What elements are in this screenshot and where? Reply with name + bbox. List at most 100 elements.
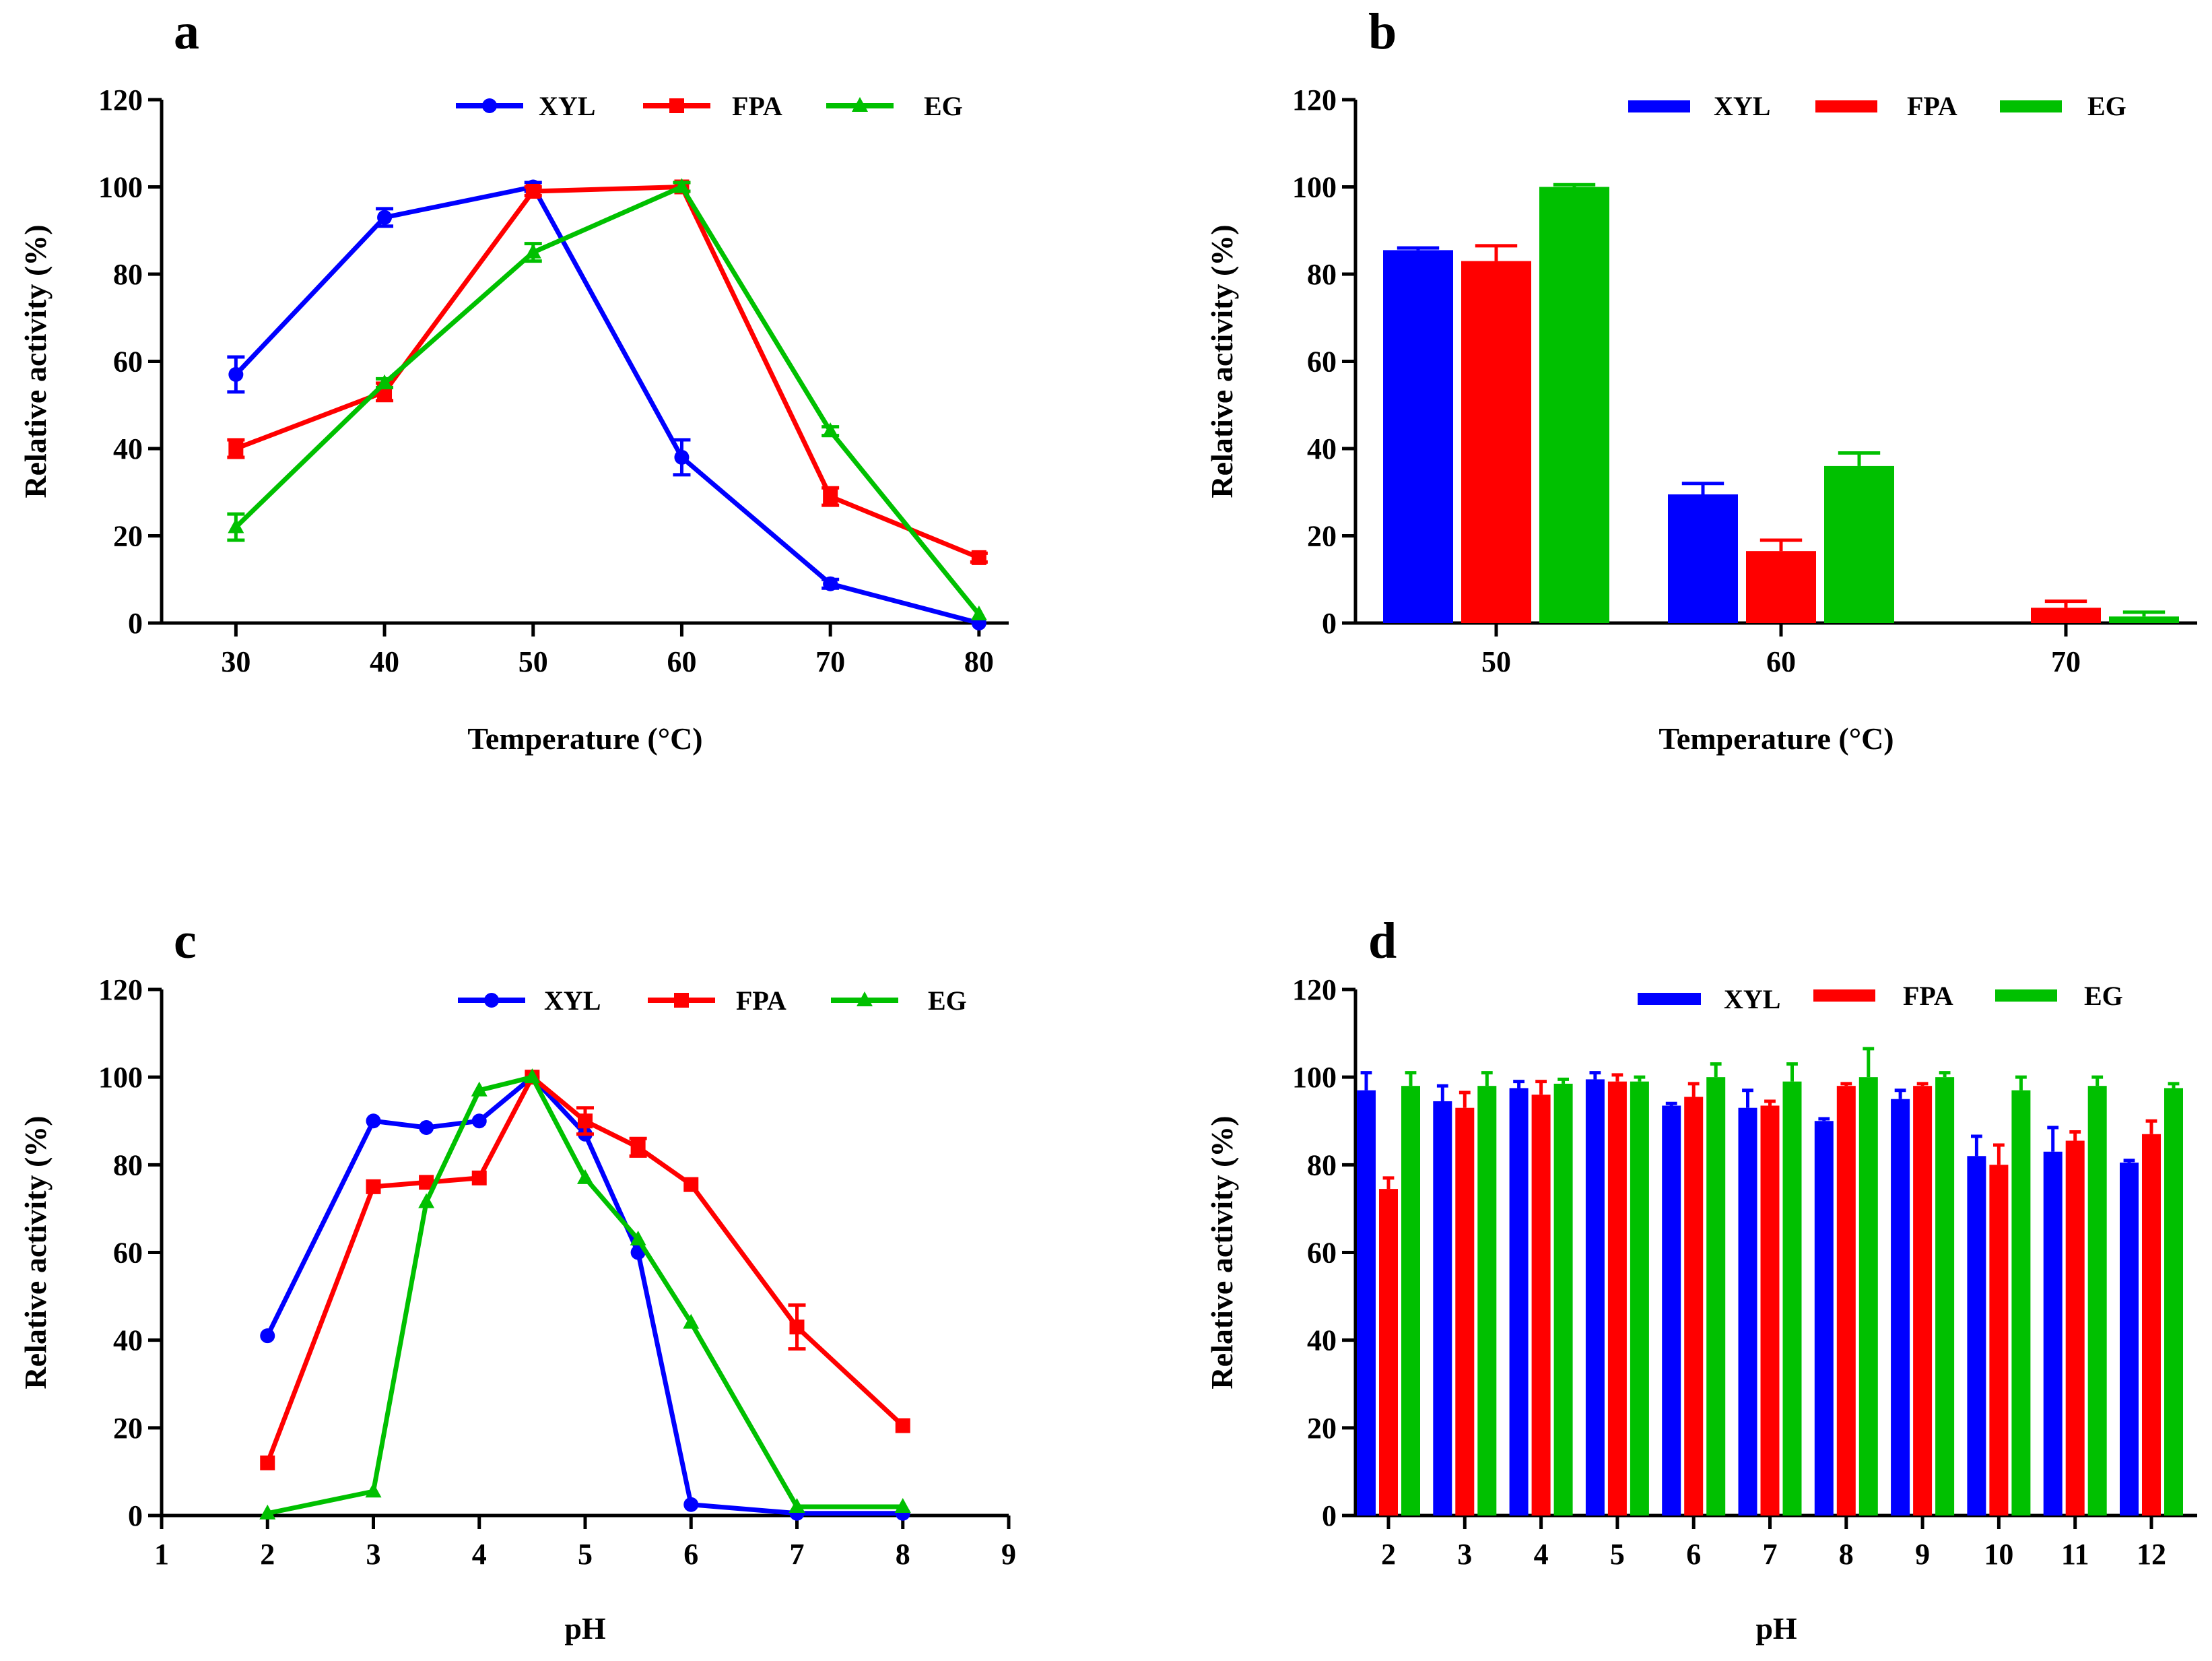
series-fpa-bar	[2142, 1134, 2161, 1516]
series-xyl-bar	[1662, 1105, 1681, 1516]
legend-eg-label: EG	[2087, 91, 2126, 121]
series-xyl-point	[366, 1113, 381, 1129]
x-tick-label: 2	[260, 1538, 275, 1571]
series-eg-point	[789, 1497, 805, 1513]
legend-eg-label: EG	[924, 91, 963, 121]
series-eg-bar	[1401, 1086, 1420, 1516]
series-eg-point	[471, 1081, 488, 1097]
y-tick-label: 100	[98, 1061, 143, 1094]
x-tick-label: 40	[370, 645, 399, 678]
series-xyl-line	[234, 185, 980, 626]
panel-a: a 0 20 40 60 80 100 120 Relative activity (%) Te…	[18, 3, 1009, 756]
series-fpa-point	[419, 1175, 434, 1190]
series-eg-point	[376, 374, 393, 389]
series-xyl-bar	[2043, 1151, 2063, 1516]
x-tick-label: 6	[1686, 1538, 1701, 1571]
series-eg-bar	[1553, 1083, 1573, 1516]
series-fpa-bar	[1913, 1086, 1933, 1516]
legend-eg-swatch	[1995, 989, 2057, 1002]
legend-xyl-marker	[482, 98, 497, 113]
legend-fpa-swatch	[1815, 100, 1877, 112]
y-tick-label: 120	[98, 973, 143, 1006]
panel-c: c 0 20 40 60 80 100 120 Relative activity (%) pH…	[18, 913, 1016, 1646]
series-eg-point	[673, 178, 690, 193]
y-tick-label: 60	[113, 346, 143, 379]
series-fpa-line	[235, 185, 980, 560]
legend-eg-marker	[852, 97, 868, 112]
series-eg-point	[524, 1068, 541, 1084]
series-xyl-bar	[1433, 1101, 1452, 1516]
x-tick-label: 60	[1766, 645, 1796, 678]
x-axis-title: pH	[1755, 1611, 1797, 1646]
legend-eg-label: EG	[2084, 981, 2123, 1011]
series-xyl-bar	[1891, 1099, 1910, 1516]
series-fpa-bar	[1455, 1107, 1475, 1516]
x-tick-label: 9	[1001, 1538, 1016, 1571]
series-eg-point	[418, 1193, 435, 1208]
series-eg-bar	[2011, 1090, 2031, 1516]
series-eg-bar	[2109, 616, 2179, 623]
series-eg-bar	[1782, 1081, 1802, 1516]
x-tick-label: 9	[1915, 1538, 1930, 1571]
series-eg-point	[259, 1504, 276, 1520]
series-xyl-line	[265, 1074, 903, 1516]
series-fpa-point	[260, 1455, 275, 1470]
series-fpa-point	[683, 1177, 699, 1192]
legend-xyl-swatch	[1638, 993, 1701, 1005]
series-fpa-bar	[1746, 551, 1816, 623]
series-eg-point	[228, 518, 244, 533]
series-xyl-bar	[1585, 1079, 1605, 1516]
series-eg-bar	[1935, 1077, 1955, 1516]
series-eg-bar	[1477, 1086, 1497, 1516]
y-tick-label: 60	[113, 1237, 143, 1270]
series-xyl-point	[674, 449, 690, 465]
series-eg-bar	[1824, 465, 1894, 623]
x-tick-label: 5	[578, 1538, 593, 1571]
y-tick-label: 100	[98, 171, 143, 204]
legend-xyl-label: XYL	[1724, 984, 1780, 1014]
legend-eg-swatch	[2000, 100, 2062, 112]
series-fpa-point	[525, 183, 541, 199]
series-xyl-point	[683, 1497, 699, 1512]
series-xyl-bar	[1814, 1121, 1834, 1516]
series-xyl-point	[260, 1328, 275, 1344]
series-xyl-bar	[1668, 494, 1738, 623]
series-xyl-point	[377, 209, 393, 225]
series-eg-bar	[1630, 1081, 1649, 1516]
series-fpa-bar	[1684, 1097, 1704, 1516]
series-fpa-bar	[1836, 1086, 1856, 1516]
y-tick-label: 80	[113, 1148, 143, 1181]
series-fpa-bar	[1989, 1165, 2009, 1516]
series-xyl-bar	[1357, 1090, 1376, 1516]
legend-eg-marker	[857, 991, 873, 1006]
x-tick-label: 8	[1839, 1538, 1854, 1571]
x-tick-label: 50	[518, 645, 548, 678]
y-axis-title: Relative activity (%)	[18, 224, 53, 498]
legend-xyl-label: XYL	[539, 91, 595, 121]
panel-d-letter: d	[1368, 913, 1397, 969]
series-fpa-line	[265, 1074, 905, 1464]
y-tick-label: 60	[1307, 1237, 1337, 1270]
series-xyl-point	[471, 1113, 487, 1129]
series-fpa-point	[228, 441, 244, 456]
legend-fpa-label: FPA	[736, 985, 786, 1016]
y-tick-label: 0	[1322, 607, 1337, 640]
series-xyl-bar	[1967, 1156, 1986, 1516]
y-tick-label: 20	[1307, 1412, 1337, 1445]
series-fpa-point	[789, 1320, 805, 1335]
x-tick-label: 3	[366, 1538, 381, 1571]
x-tick-label: 50	[1481, 645, 1511, 678]
series-fpa-bar	[1531, 1095, 1551, 1516]
y-tick-label: 40	[113, 1324, 143, 1357]
y-tick-label: 80	[113, 258, 143, 291]
series-eg-bar	[1706, 1077, 1726, 1516]
y-tick-label: 120	[1292, 84, 1337, 117]
panel-c-legend: XYL FPA EG	[458, 985, 967, 1016]
series-fpa-point	[471, 1170, 487, 1185]
x-tick-label: 4	[472, 1538, 487, 1571]
series-fpa-bar	[2065, 1140, 2085, 1516]
series-xyl-bar	[1383, 250, 1453, 623]
y-tick-label: 100	[1292, 171, 1337, 204]
y-axis-title: Relative activity (%)	[18, 1115, 53, 1389]
